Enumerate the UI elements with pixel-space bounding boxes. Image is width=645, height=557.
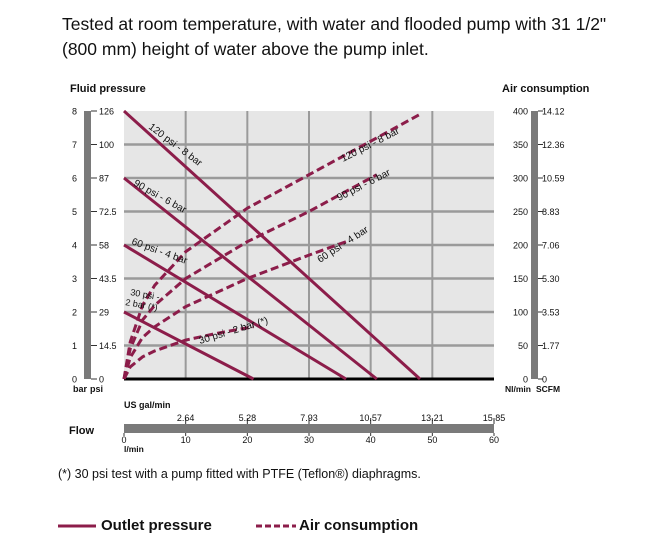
air-consumption-curve-90-psi-6-bar (122, 173, 378, 380)
right-tick-nl-label: 150 (513, 274, 528, 284)
right-tick-nl-label: 300 (513, 174, 528, 184)
x-lmin-label: l/min (124, 444, 144, 454)
legend-outlet-label: Outlet pressure (101, 517, 212, 534)
left-tick-psi-label: 29 (99, 308, 109, 318)
left-tick-bar-label: 4 (72, 241, 77, 251)
x-lmin-tick-label: 60 (489, 435, 499, 445)
x-axis-ticks: 2.64 5.28 7.93 10.57 13.21 15.85 0 10 20 30 40 50 60 (121, 413, 505, 445)
left-tick-bar-label: 2 (72, 308, 77, 318)
right-axis-bar (531, 111, 538, 379)
x-lmin-tick-label: 30 (304, 435, 314, 445)
x-lmin-tick-label: 20 (242, 435, 252, 445)
outlet-pressure-curve-120-psi-8-bar (122, 109, 422, 381)
air-consumption-curve-30-psi-2-bar (122, 325, 254, 380)
right-tick-nl-label: 100 (513, 308, 528, 318)
right-tick-scfm-label: 8.83 (542, 207, 560, 217)
left-axis-title: Fluid pressure (70, 83, 146, 95)
right-tick-scfm-label: 5.30 (542, 274, 560, 284)
left-tick-bar-label: 1 (72, 341, 77, 351)
right-tick-scfm-label: 12.36 (542, 140, 565, 150)
left-tick-bar-label: 6 (72, 174, 77, 184)
right-axis-unit-nl: Nl/min (505, 384, 531, 394)
left-tick-psi-label: 43.5 (99, 274, 117, 284)
right-tick-nl-label: 0 (523, 375, 528, 385)
right-tick-scfm-label: 7.06 (542, 241, 560, 251)
right-tick-nl-label: 400 (513, 107, 528, 117)
right-tick-nl-label: 250 (513, 207, 528, 217)
left-axis-bar (84, 111, 91, 379)
x-lmin-tick-label: 50 (427, 435, 437, 445)
outlet-pressure-curve-30-psi-2-bar (123, 310, 255, 381)
left-tick-psi-label: 14.5 (99, 341, 117, 351)
x-gal-tick-label: 10.57 (359, 413, 382, 423)
right-tick-scfm-label: 1.77 (542, 341, 560, 351)
air-consumption-curve-60-psi-4-bar (122, 240, 347, 380)
right-tick-nl-label: 350 (513, 140, 528, 150)
left-tick-bar-label: 8 (72, 107, 77, 117)
x-gal-label: US gal/min (124, 400, 171, 410)
left-axis-ticks: 8 126 7 100 6 87 5 72.5 4 58 3 43.5 2 29 1 14.5 0 0 (72, 107, 117, 385)
legend-air-label: Air consumption (299, 517, 419, 534)
chart-title: Tested at room temperature, with water a… (62, 14, 607, 59)
x-lmin-tick-label: 40 (366, 435, 376, 445)
air-consumption-curve-120-psi-8-bar (122, 112, 421, 380)
left-tick-psi-label: 87 (99, 174, 109, 184)
x-flow-label: Flow (69, 425, 94, 437)
left-tick-psi-label: 100 (99, 140, 114, 150)
left-axis-unit-bar: bar (73, 384, 88, 394)
x-gal-tick-label: 15.85 (483, 413, 506, 423)
left-tick-psi-label: 72.5 (99, 207, 117, 217)
right-axis-unit-scfm: SCFM (536, 384, 560, 394)
x-lmin-tick-label: 10 (181, 435, 191, 445)
x-gal-tick-label: 13.21 (421, 413, 444, 423)
x-gal-tick-label: 7.93 (300, 413, 318, 423)
x-lmin-tick-label: 0 (121, 435, 126, 445)
left-tick-bar-label: 0 (72, 375, 77, 385)
x-axis-bar (124, 424, 494, 433)
left-tick-psi-label: 126 (99, 107, 114, 117)
left-tick-psi-label: 58 (99, 241, 109, 251)
right-tick-scfm-label: 0 (542, 375, 547, 385)
right-tick-nl-label: 50 (518, 341, 528, 351)
left-tick-bar-label: 3 (72, 274, 77, 284)
outlet-pressure-curve-60-psi-4-bar (123, 243, 347, 381)
right-tick-nl-label: 200 (513, 241, 528, 251)
x-gal-tick-label: 5.28 (239, 413, 257, 423)
right-tick-scfm-label: 14.12 (542, 107, 565, 117)
left-tick-bar-label: 7 (72, 140, 77, 150)
series-group (122, 109, 422, 381)
right-axis-title: Air consumption (502, 83, 590, 95)
left-axis-unit-psi: psi (90, 384, 103, 394)
left-tick-bar-label: 5 (72, 207, 77, 217)
right-tick-scfm-label: 10.59 (542, 174, 565, 184)
x-gal-tick-label: 2.64 (177, 413, 195, 423)
footnote: (*) 30 psi test with a pump fitted with … (58, 467, 421, 481)
right-tick-scfm-label: 3.53 (542, 308, 560, 318)
left-tick-psi-label: 0 (99, 375, 104, 385)
right-axis-ticks: 400 14.12 350 12.36 300 10.59 250 8.83 200 7.06 15… (513, 107, 565, 385)
